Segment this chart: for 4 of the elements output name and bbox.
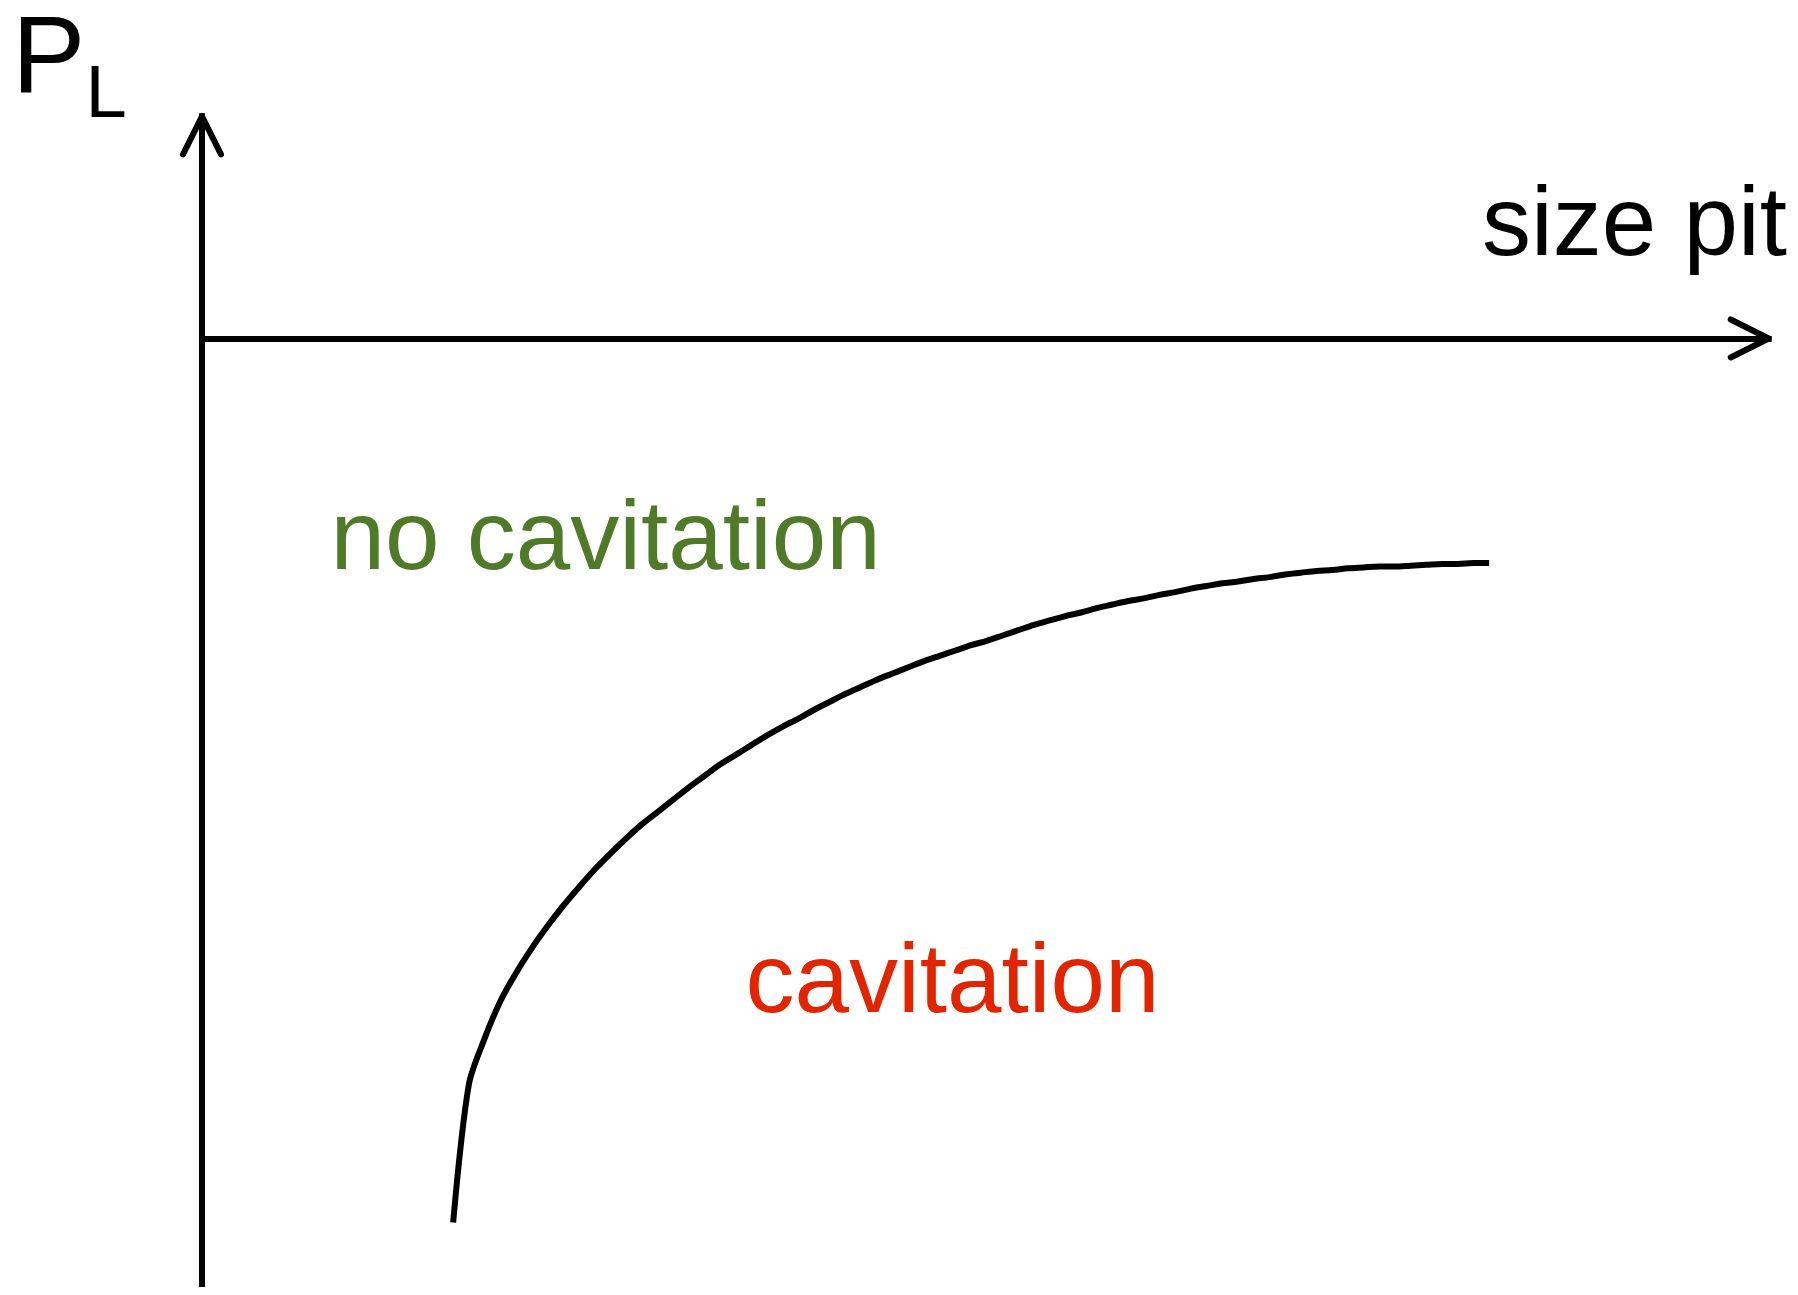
x-axis-title: size pit bbox=[1481, 166, 1787, 276]
y-axis-title: P$_{L}$ bbox=[12, 0, 127, 134]
annotation: cavitation bbox=[745, 923, 1160, 1033]
annotation: no cavitation bbox=[330, 480, 881, 590]
